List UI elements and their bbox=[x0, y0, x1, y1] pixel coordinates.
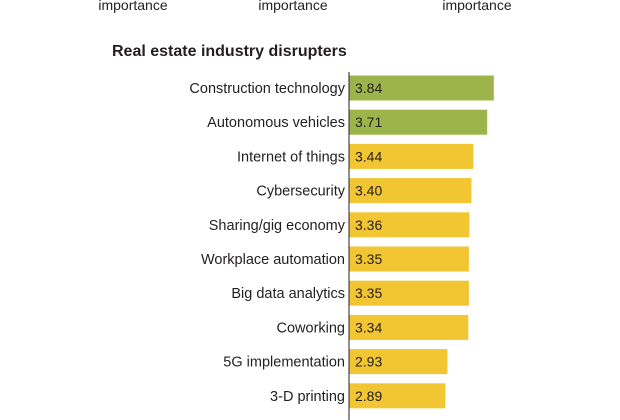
value-label: 3.40 bbox=[355, 183, 382, 199]
bar-5g-implementation bbox=[349, 349, 448, 375]
category-label: Workplace automation bbox=[201, 252, 345, 268]
category-label: Coworking bbox=[277, 320, 346, 336]
value-label: 3.36 bbox=[355, 217, 382, 233]
category-label: Cybersecurity bbox=[256, 184, 345, 200]
category-label: 5G implementation bbox=[223, 355, 345, 371]
bar-coworking bbox=[349, 314, 469, 340]
bar-cybersecurity bbox=[349, 178, 472, 204]
chart-title: Real estate industry disrupters bbox=[112, 43, 347, 60]
value-label: 3.44 bbox=[355, 148, 382, 164]
scale-label-right: importance bbox=[442, 0, 511, 13]
value-label: 3.35 bbox=[355, 251, 382, 267]
value-label: 3.35 bbox=[355, 285, 382, 301]
category-label: 3-D printing bbox=[270, 389, 345, 405]
value-label: 3.71 bbox=[355, 114, 382, 130]
bar-construction-technology bbox=[349, 75, 494, 101]
value-label: 2.93 bbox=[355, 354, 382, 370]
value-label: 2.89 bbox=[355, 388, 382, 404]
category-label: Construction technology bbox=[189, 81, 345, 97]
bar-workplace-automation bbox=[349, 246, 469, 272]
bars-group: Construction technology 3.84 Autonomous ve… bbox=[189, 75, 494, 409]
bar-3-d-printing bbox=[349, 383, 446, 409]
bar-sharing-gig-economy bbox=[349, 212, 470, 238]
value-label: 3.34 bbox=[355, 319, 382, 335]
bar-big-data-analytics bbox=[349, 280, 469, 306]
category-label: Autonomous vehicles bbox=[207, 115, 345, 131]
category-label: Sharing/gig economy bbox=[209, 218, 346, 234]
bar-internet-of-things bbox=[349, 143, 474, 169]
category-label: Big data analytics bbox=[231, 286, 345, 302]
scale-label-left: importance bbox=[98, 0, 167, 13]
category-label: Internet of things bbox=[237, 149, 345, 165]
value-label: 3.84 bbox=[355, 80, 382, 96]
scale-label-middle: importance bbox=[258, 0, 327, 13]
bar-autonomous-vehicles bbox=[349, 109, 488, 135]
